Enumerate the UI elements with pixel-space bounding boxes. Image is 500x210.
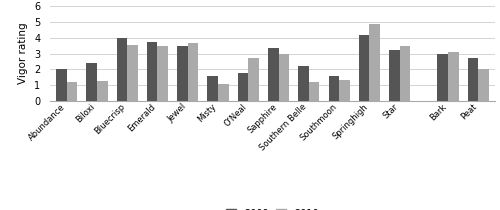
Legend: 2009, 2010: 2009, 2010 — [222, 205, 322, 210]
Bar — [116, 38, 127, 101]
Bar — [359, 35, 370, 101]
Bar — [147, 42, 158, 101]
Bar — [158, 46, 168, 101]
Y-axis label: Vigor rating: Vigor rating — [18, 23, 28, 84]
Bar — [389, 50, 400, 101]
Bar — [478, 69, 489, 101]
Bar — [448, 52, 458, 101]
Bar — [86, 63, 97, 101]
Bar — [339, 80, 349, 101]
Bar — [97, 81, 108, 101]
Bar — [309, 82, 320, 101]
Bar — [127, 45, 138, 101]
Bar — [438, 54, 448, 101]
Bar — [268, 48, 278, 101]
Bar — [278, 54, 289, 101]
Bar — [248, 58, 259, 101]
Bar — [208, 76, 218, 101]
Bar — [370, 24, 380, 101]
Bar — [328, 76, 339, 101]
Bar — [218, 84, 228, 101]
Bar — [56, 69, 66, 101]
Bar — [400, 46, 410, 101]
Bar — [66, 82, 77, 101]
Bar — [298, 66, 309, 101]
Bar — [177, 46, 188, 101]
Bar — [188, 42, 198, 101]
Bar — [468, 58, 478, 101]
Bar — [238, 73, 248, 101]
